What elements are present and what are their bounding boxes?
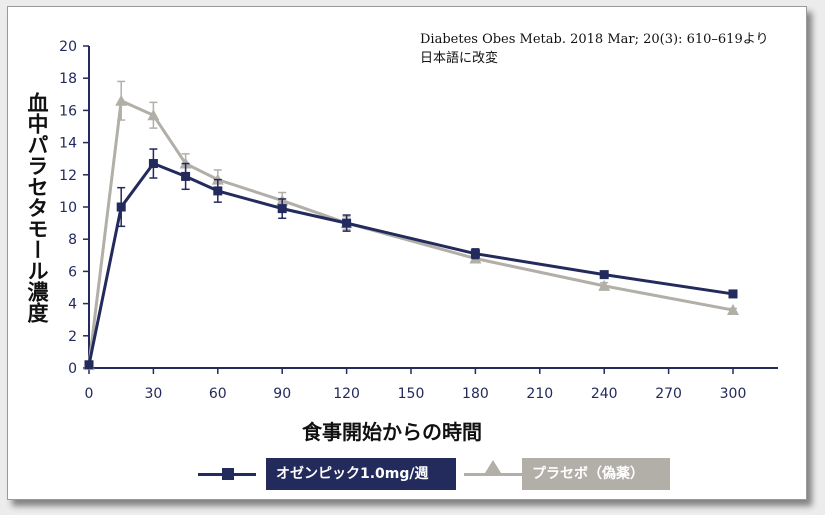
data-point-triangle	[727, 304, 739, 316]
data-point-square	[342, 218, 352, 228]
y-tick-label: 4	[68, 297, 77, 313]
y-tick-label: 6	[68, 264, 77, 280]
x-tick-label: 180	[462, 386, 489, 402]
data-point-triangle	[115, 94, 128, 106]
data-point-triangle	[147, 109, 160, 121]
x-tick-label: 300	[720, 386, 747, 402]
series-ozempic	[84, 148, 738, 370]
series-line	[87, 162, 734, 366]
x-tick-label: 210	[526, 386, 553, 402]
data-point-square	[181, 171, 191, 181]
x-tick-label: 60	[209, 386, 227, 402]
x-tick-label: 240	[591, 386, 618, 402]
chart-axes: 0 2 4 6 8 10 12 14 16 18 20 0 30 60 90 120 150 180 210 240 2…	[59, 39, 778, 402]
data-point-square	[470, 249, 480, 259]
series-line	[87, 99, 734, 365]
data-point-square	[599, 270, 609, 280]
y-tick-label: 20	[59, 39, 77, 55]
chart-frame	[7, 6, 807, 500]
data-point-square	[213, 186, 223, 196]
y-tick-label: 18	[59, 71, 77, 87]
legend-square-marker	[222, 468, 234, 480]
x-tick-label: 150	[398, 386, 425, 402]
y-tick-label: 8	[68, 232, 77, 248]
x-tick-label: 30	[144, 386, 162, 402]
y-tick-label: 0	[68, 361, 77, 377]
data-point-square	[277, 204, 287, 214]
data-point-square	[116, 202, 126, 212]
x-tick-label: 120	[333, 386, 360, 402]
legend-triangle-marker	[485, 460, 501, 473]
legend-label-placebo: プラセボ（偽薬）	[522, 458, 670, 490]
x-axis-label: 食事開始からの時間	[302, 420, 482, 444]
x-tick-label: 0	[85, 386, 94, 402]
legend-line-placebo	[464, 473, 522, 476]
y-tick-label: 10	[59, 200, 77, 216]
data-point-square	[148, 159, 158, 169]
y-tick-label: 16	[59, 103, 77, 119]
y-axis-label: 血中パラセタモール濃度	[25, 92, 49, 323]
x-tick-label: 270	[655, 386, 682, 402]
chart-series	[83, 80, 739, 370]
y-tick-label: 2	[68, 329, 77, 345]
data-point-triangle	[598, 279, 611, 291]
data-point-square	[84, 360, 94, 370]
y-tick-label: 12	[59, 168, 77, 184]
x-tick-label: 90	[273, 386, 291, 402]
legend-label-ozempic: オゼンピック1.0mg/週	[266, 458, 456, 490]
y-tick-label: 14	[59, 136, 77, 152]
data-point-square	[728, 289, 738, 299]
citation-text: Diabetes Obes Metab. 2018 Mar; 20(3): 61…	[420, 32, 769, 66]
series-placebo	[83, 80, 739, 370]
